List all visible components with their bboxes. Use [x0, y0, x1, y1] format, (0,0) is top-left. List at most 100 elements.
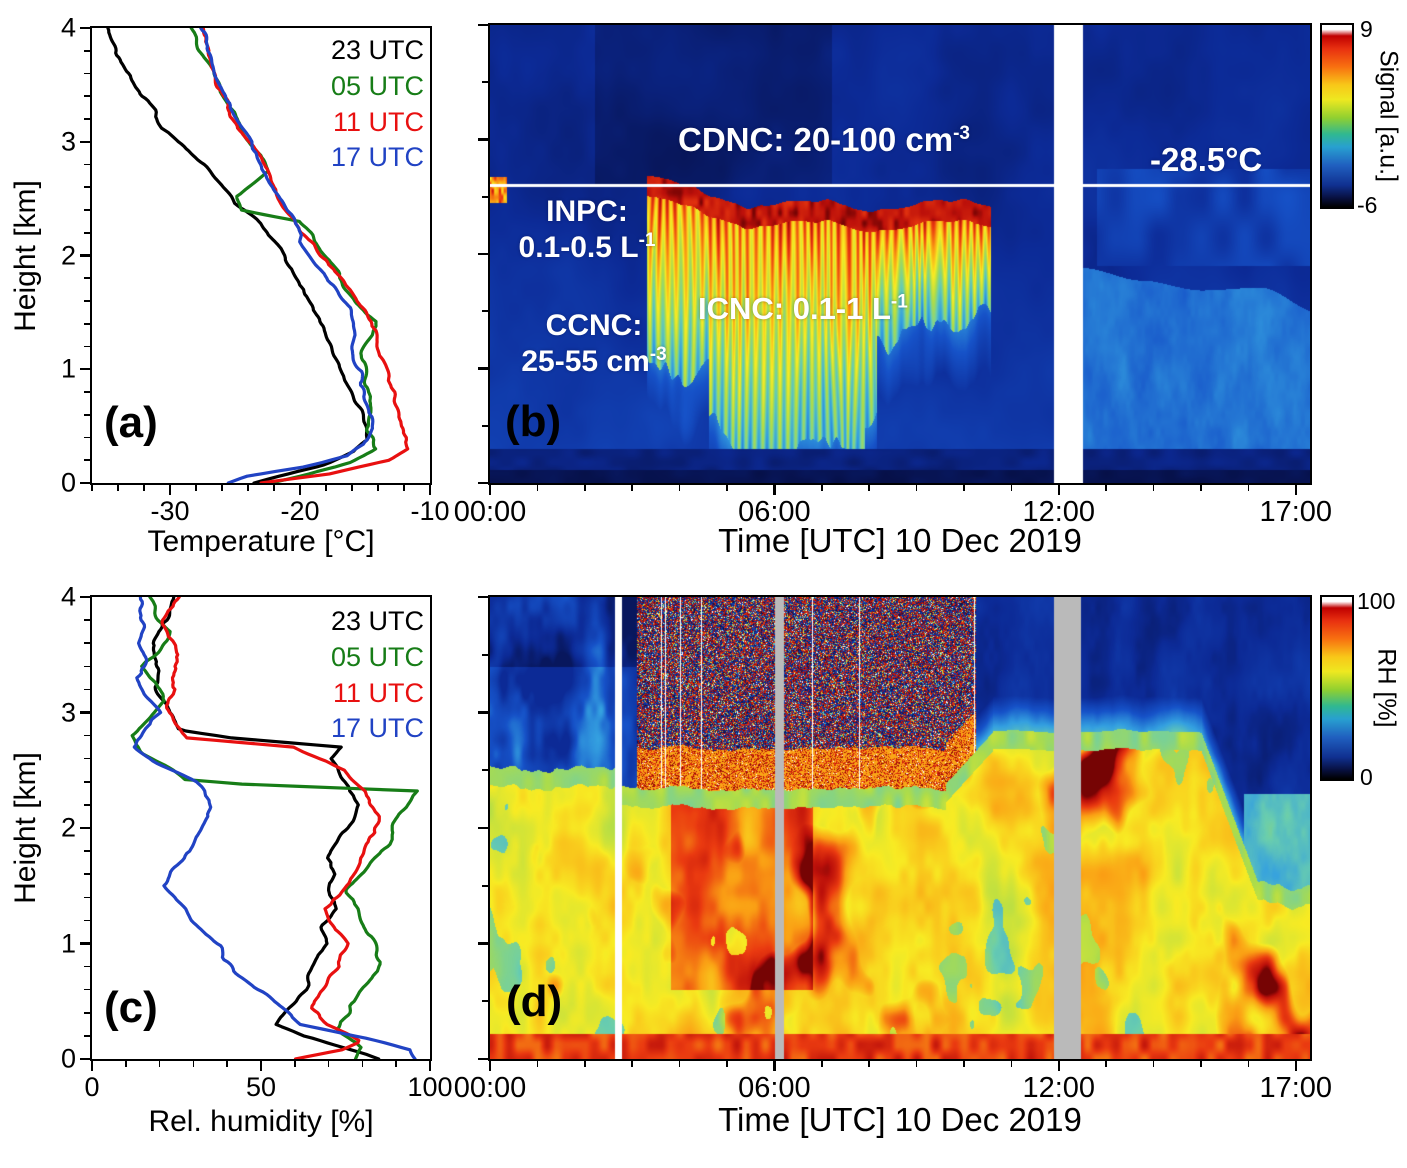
axis-tick — [84, 619, 90, 621]
axis-tick — [84, 757, 90, 760]
axis-tick — [84, 72, 90, 75]
axis-tick — [1152, 1061, 1155, 1067]
axis-tick — [915, 1061, 918, 1067]
axis-tick — [80, 481, 90, 485]
axis-tick — [226, 1061, 228, 1067]
axis-tick — [478, 481, 488, 485]
axis-tick — [1057, 1061, 1060, 1071]
axis-tick — [478, 711, 488, 714]
axis-tick — [478, 826, 488, 830]
axis-tick — [195, 485, 197, 491]
x-tick-label: 17:00 — [1259, 1072, 1333, 1104]
axis-tick — [84, 1012, 90, 1014]
axis-tick — [84, 919, 90, 922]
axis-tick — [80, 595, 90, 599]
profile-line-17-utc — [199, 28, 375, 483]
axis-tick — [125, 1061, 127, 1067]
lidar-signal-heatmap — [490, 25, 1310, 483]
axis-tick — [84, 163, 90, 166]
x-tick-label: -30 — [150, 496, 190, 526]
x-tick-label: 100 — [407, 1072, 453, 1102]
axis-tick — [478, 1057, 488, 1061]
axis-tick — [298, 485, 302, 495]
annotation-icnc-text: ICNC: 0.1-1 L — [698, 291, 891, 326]
axis-tick — [168, 485, 172, 495]
axis-tick — [478, 367, 488, 370]
annotation-ccnc-sup: -3 — [649, 343, 667, 365]
x-tick-label: 06:00 — [738, 496, 811, 528]
axis-tick — [84, 231, 90, 234]
profile-line-17-utc — [132, 597, 417, 1059]
panel-c-label: (c) — [104, 983, 158, 1032]
y-tick-label: 0 — [60, 467, 76, 498]
axis-tick — [915, 485, 918, 491]
axis-tick — [117, 485, 119, 491]
axis-tick — [482, 1000, 488, 1003]
axis-tick — [84, 642, 90, 644]
relative-humidity-heatmap — [490, 597, 1310, 1059]
axis-tick — [868, 485, 870, 491]
annotation-icnc-sup: -1 — [890, 291, 908, 313]
legend-entry-11-utc: 11 UTC — [332, 106, 424, 137]
panel-c-humidity-profiles: 23 UTC 05 UTC 11 UTC 17 UTC (c) 0 50 100 0 1 2 3 4 — [61, 582, 453, 1103]
axis-tick — [351, 485, 353, 491]
axis-tick — [80, 254, 90, 257]
legend-entry-05-utc: 05 UTC — [330, 70, 424, 101]
panel-b-lidar-signal: CDNC: 20-100 cm-3 -28.5°C INPC: 0.1-0.5 … — [454, 23, 1332, 528]
axis-tick — [678, 1061, 681, 1067]
axis-tick — [1152, 485, 1155, 491]
axis-tick — [963, 485, 965, 491]
x-tick-label: -20 — [280, 496, 320, 526]
axis-tick — [84, 965, 90, 968]
annotation-inpc-line2: 0.1-0.5 L-1 — [502, 230, 672, 266]
profile-line-23-utc — [151, 597, 381, 1059]
axis-tick — [583, 1061, 586, 1067]
axis-tick — [80, 368, 90, 371]
axis-tick — [478, 942, 488, 945]
axis-tick — [395, 1061, 397, 1067]
axis-tick — [482, 81, 488, 84]
axis-tick — [820, 1061, 823, 1067]
y-tick-label: 3 — [60, 126, 76, 157]
axis-tick — [820, 485, 823, 491]
profile-line-11-utc — [160, 597, 381, 1059]
x-axis-title-temperature: Temperature [°C] — [147, 525, 375, 558]
axis-tick — [478, 252, 488, 256]
y-tick-label: 0 — [60, 1043, 76, 1074]
axis-tick — [583, 485, 586, 491]
axis-tick — [84, 186, 90, 189]
colorbar-rh-top-tick: 100 — [1357, 588, 1396, 614]
axis-tick — [963, 1061, 965, 1067]
axis-tick — [90, 1061, 94, 1071]
x-tick-label: 12:00 — [1022, 1072, 1096, 1104]
annotation-ccnc-line2: 25-55 cm-3 — [498, 344, 690, 380]
y-tick-label: 3 — [60, 697, 76, 727]
panel-b-label: (b) — [505, 397, 562, 446]
axis-tick — [678, 485, 681, 491]
axis-tick — [84, 873, 90, 875]
axis-tick — [428, 485, 432, 495]
axis-tick — [247, 485, 249, 491]
y-tick-label: 2 — [60, 812, 76, 843]
x-tick-label: 12:00 — [1022, 496, 1096, 528]
axis-tick — [482, 769, 488, 772]
axis-tick — [84, 459, 90, 462]
axis-tick — [773, 1061, 776, 1071]
y-tick-label: 1 — [60, 353, 76, 384]
y-axis-title-height-c: Height [km] — [9, 752, 42, 904]
x-tick-label: 0 — [84, 1072, 100, 1102]
axis-tick — [84, 95, 90, 98]
axis-tick — [84, 1035, 90, 1037]
x-tick-label: 17:00 — [1259, 496, 1333, 528]
legend-entry-17-utc: 17 UTC — [330, 713, 424, 744]
legend-entry-05-utc: 05 UTC — [330, 641, 424, 672]
colorbar-rh-bottom-tick: 0 — [1360, 764, 1373, 790]
axis-tick — [488, 485, 492, 495]
legend-entry-17-utc: 17 UTC — [330, 142, 424, 173]
axis-tick — [1010, 485, 1013, 491]
colorbar-signal-bottom-tick: -6 — [1357, 192, 1378, 218]
axis-tick — [482, 884, 488, 887]
axis-tick — [482, 653, 488, 656]
axis-tick — [478, 23, 488, 27]
